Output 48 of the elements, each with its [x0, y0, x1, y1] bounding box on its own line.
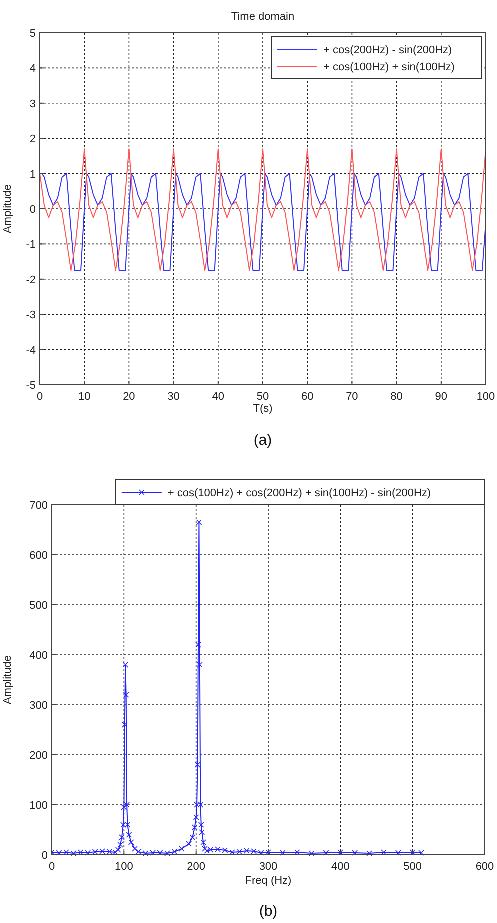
x-tick-label: 30 [168, 391, 180, 403]
y-axis-title: Amplitude [2, 184, 14, 234]
chart-title: Time domain [231, 11, 295, 23]
y-tick-label: 400 [30, 650, 48, 662]
legend-label: + cos(200Hz) - sin(200Hz) [324, 44, 452, 56]
y-tick-label: 200 [30, 750, 48, 762]
line-series [40, 148, 486, 272]
x-tick-label: 400 [331, 861, 350, 873]
x-tick-label: 20 [123, 391, 136, 403]
y-tick-label: 0 [42, 850, 48, 862]
y-tick-label: 300 [30, 700, 48, 712]
x-tick-label: 600 [476, 861, 494, 873]
y-tick-label: -2 [26, 274, 36, 286]
y-axis-title: Amplitude [2, 656, 14, 704]
x-tick-label: 300 [259, 861, 278, 873]
x-tick-label: 500 [404, 861, 422, 873]
legend-label: + cos(100Hz) + sin(100Hz) [324, 62, 455, 74]
x-tick-label: 100 [114, 861, 134, 873]
x-axis-title: Freq (Hz) [245, 875, 292, 887]
x-axis-title: T(s) [253, 403, 273, 415]
y-tick-label: 600 [30, 550, 48, 562]
y-tick-label: 1 [30, 168, 36, 181]
x-tick-label: 60 [301, 391, 314, 403]
y-tick-label: 500 [30, 600, 48, 612]
y-tick-label: 100 [30, 800, 48, 812]
x-tick-label: 50 [256, 391, 270, 403]
y-tick-label: 5 [30, 28, 36, 40]
x-tick-label: 40 [212, 391, 225, 403]
x-tick-label: 70 [346, 391, 358, 403]
y-tick-label: -4 [26, 344, 36, 357]
line-series [40, 173, 486, 272]
y-tick-label: 700 [30, 500, 48, 512]
y-tick-label: -3 [26, 310, 36, 322]
y-tick-label: 4 [30, 63, 36, 76]
x-tick-label: 10 [78, 391, 91, 403]
text: (a) [254, 432, 272, 449]
x-tick-label: 200 [187, 861, 206, 873]
y-tick-label: -5 [26, 380, 36, 392]
y-tick-label: 3 [30, 98, 36, 110]
x-tick-label: 0 [48, 861, 56, 873]
x-tick-label: 90 [435, 391, 448, 403]
y-tick-label: -1 [26, 239, 36, 252]
y-tick-label: 2 [30, 134, 36, 146]
text: (b) [259, 903, 278, 920]
x-tick-label: 80 [390, 391, 403, 403]
legend-label: + cos(100Hz) + cos(200Hz) + sin(100Hz) - sin(200Hz) [168, 488, 432, 500]
y-tick-label: 0 [30, 204, 36, 216]
x-tick-label: 100 [476, 391, 496, 403]
